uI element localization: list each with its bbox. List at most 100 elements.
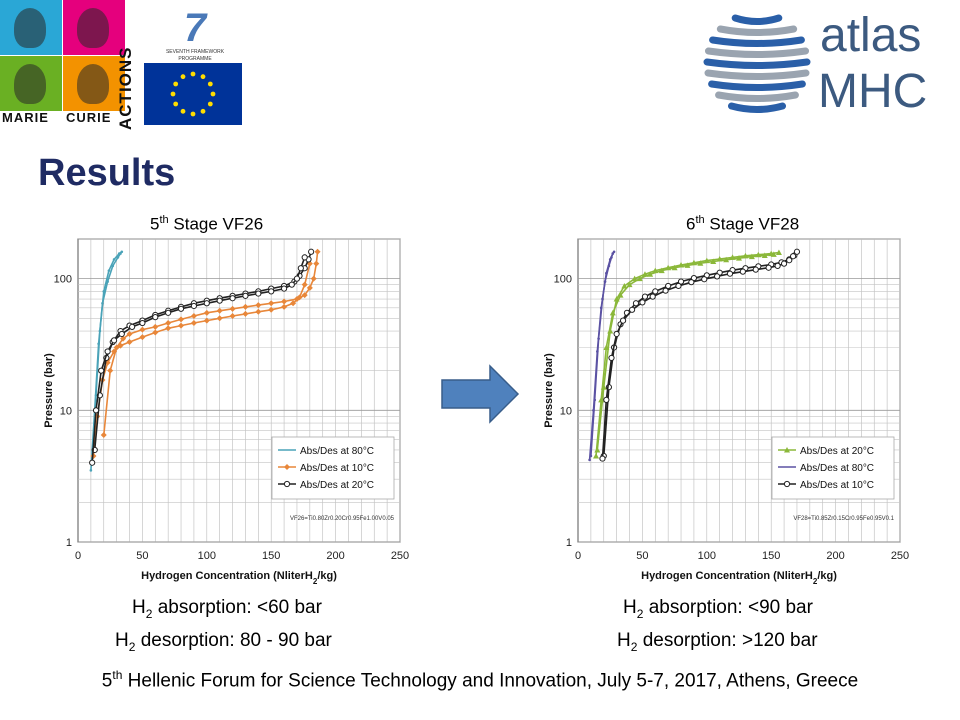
legend-marker [784,447,790,453]
data-point [314,248,321,255]
data-point [607,264,611,268]
logo-tile-3 [0,56,62,111]
x-tick-label: 50 [136,550,148,562]
caption-sub: 2 [128,639,136,654]
legend-label: Abs/Des at 10°C [300,463,374,474]
data-point [116,256,120,259]
caption-post: absorption: <60 bar [152,597,322,618]
data-point [165,320,172,327]
data-point [626,281,633,288]
globe-ring [704,69,810,80]
caption-post: desorption: 80 - 90 bar [135,630,332,651]
data-point [608,354,615,362]
logo-tile-2 [63,0,125,55]
data-point [120,250,124,254]
data-point [203,317,210,324]
data-point [619,317,627,324]
x-tick-label: 200 [826,550,844,562]
caption-sub: 2 [145,606,153,621]
fp7-logo: 7 SEVENTH FRAMEWORK PROGRAMME [166,6,225,62]
data-point [613,330,620,338]
logo-word-actions: ACTIONS [116,46,135,131]
data-point [268,288,275,295]
data-point [152,329,159,336]
data-point [610,256,613,259]
data-point [255,308,262,315]
data-point [268,306,275,313]
data-point [177,305,185,312]
data-point [242,303,249,310]
footer-prefix: 5 [101,670,113,692]
data-point [268,300,275,307]
data-point [628,306,636,313]
data-point [165,325,172,332]
right-title-suffix: Stage VF28 [704,214,800,234]
data-point [229,313,236,320]
legend-label: Abs/Des at 80°C [800,463,874,474]
data-point [89,459,96,466]
data-point [598,396,605,403]
footer-sup: th [112,668,123,682]
data-point [255,290,262,297]
x-tick-label: 150 [762,550,780,562]
left-title-suffix: Stage VF26 [168,214,264,234]
data-point [588,458,591,462]
data-point [98,367,105,374]
eu-star-icon [200,74,206,80]
data-point [313,260,320,267]
eu-star-icon [207,101,213,107]
legend-label: Abs/Des at 80°C [300,446,374,457]
legend-label: Abs/Des at 20°C [300,480,374,491]
data-point [229,305,236,312]
x-axis-label: Hydrogen Concentration (NliterH2/kg) [141,570,337,586]
data-point [242,292,249,299]
data-point [290,300,297,307]
data-point [636,275,643,282]
legend-box [271,436,395,500]
logo-word-curie: CURIE [66,110,112,125]
data-point [665,282,672,290]
data-point [675,282,682,290]
legend-marker [283,480,291,488]
legend-label: Abs/Des at 10°C [800,480,874,491]
globe-ring [709,36,805,47]
eu-star-icon [207,81,213,87]
footer-text: 5th Hellenic Forum for Science Technolog… [0,668,960,692]
data-point [101,301,104,305]
series-line [588,253,614,460]
data-point [297,265,304,272]
data-point [599,306,603,310]
data-point [752,266,759,273]
data-point [684,262,691,268]
right-arrow-icon [441,364,520,424]
data-point [301,292,308,299]
data-point [281,298,288,305]
data-point [280,285,288,292]
left-caption-desorption: H2 desorption: 80 - 90 bar [115,630,332,654]
series-line [90,253,122,471]
eu-star-icon [190,71,196,77]
data-point [126,330,133,337]
data-point [770,251,777,257]
left-pressure-chart: 0 50 100 150 200 250 1 10 100 Hydrogen Concentrat… [43,238,409,586]
fp7-caption-1: SEVENTH FRAMEWORK [166,49,225,55]
data-point [688,279,695,286]
data-point [775,249,782,255]
eu-star-icon [180,74,186,80]
data-point [596,350,599,353]
slide-title: Results [38,152,176,194]
data-point [710,258,717,264]
mhc-wordmark: MHC [818,65,928,118]
left-title-sup: th [159,214,169,226]
data-point [765,264,772,271]
left-chart-title: 5th Stage VF26 [150,214,263,235]
caption-post: absorption: <90 bar [643,597,813,618]
data-point [107,367,114,374]
data-point [107,269,111,272]
left-title-prefix: 5 [150,214,160,234]
data-point [652,288,659,295]
data-point [178,322,185,329]
chart-annotation: VF26=Ti0.80Zr0.20Cr0.95Fe1.00V0.05 [290,516,395,522]
globe-ring [716,25,798,36]
data-point [671,264,678,271]
